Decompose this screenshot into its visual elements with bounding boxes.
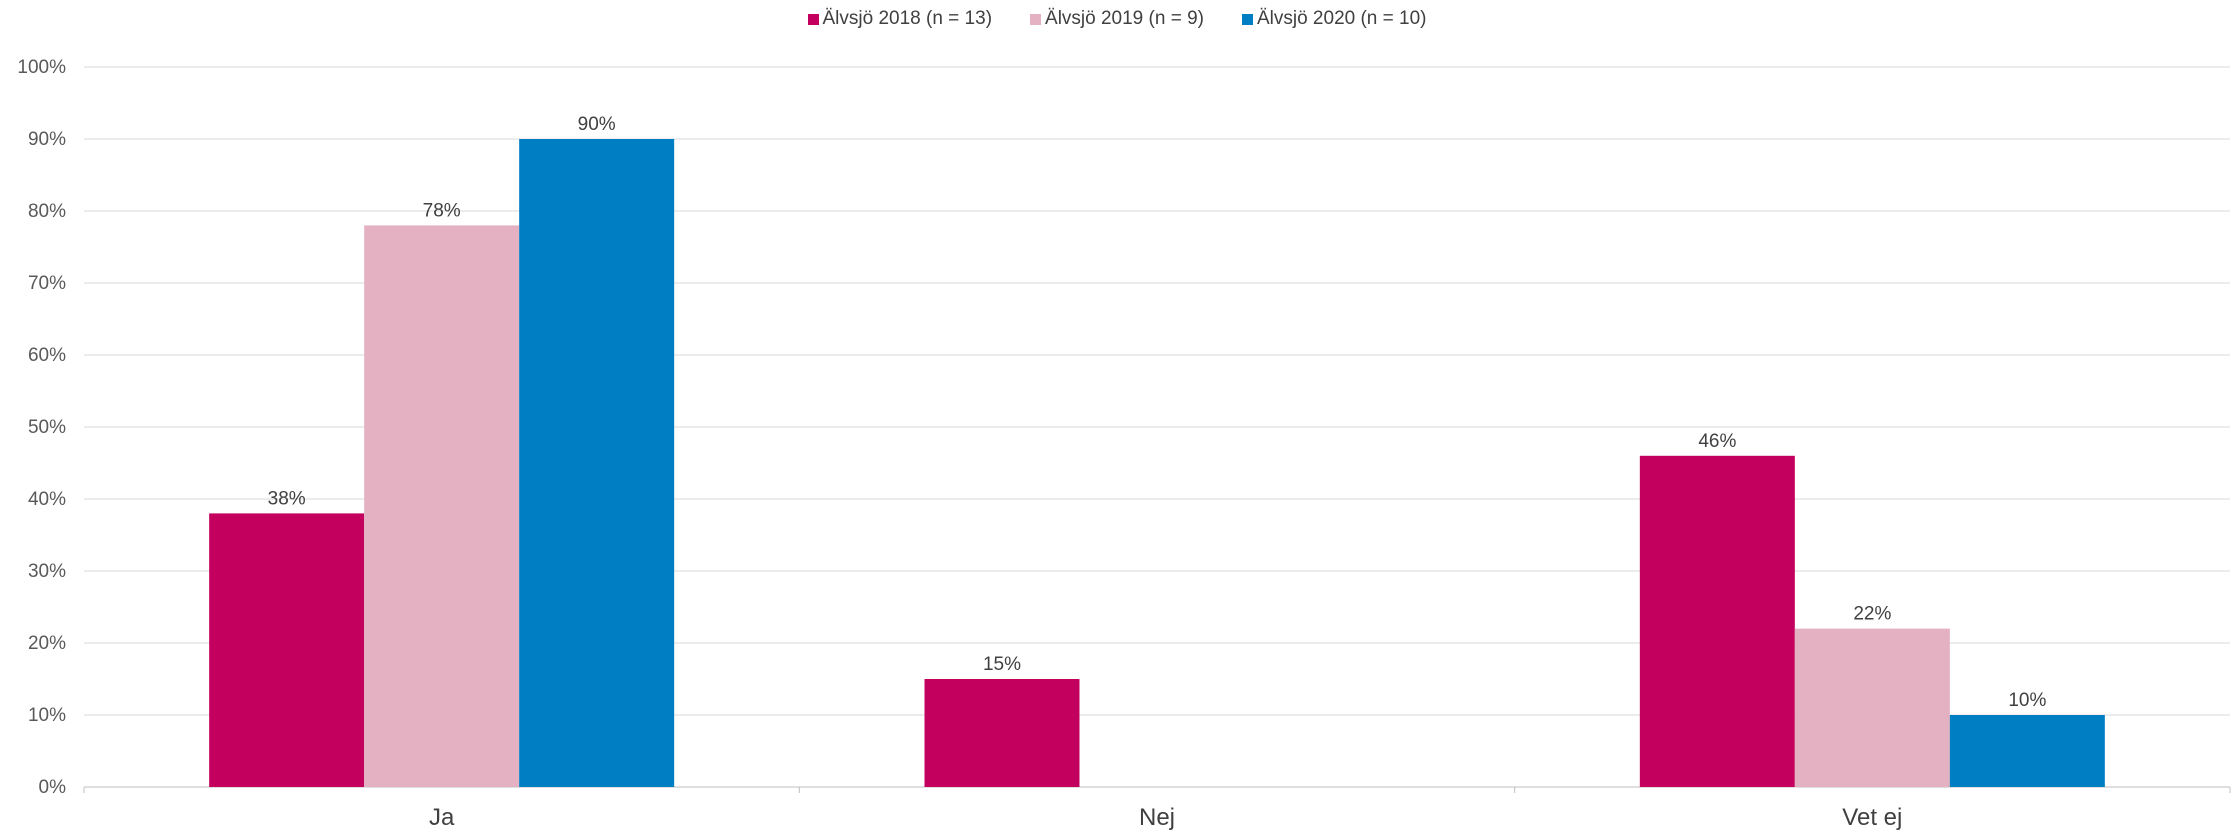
- y-tick-label: 60%: [28, 345, 66, 366]
- y-tick-label: 80%: [28, 201, 66, 222]
- bar: [364, 225, 520, 787]
- legend-label-2020: Älvsjö 2020 (n = 10): [1256, 8, 1427, 29]
- bar: [1949, 715, 2105, 787]
- y-tick-label: 30%: [28, 561, 66, 582]
- y-tick-label: 90%: [28, 129, 66, 150]
- legend-swatch-2018: [807, 13, 819, 25]
- bar: [924, 679, 1080, 787]
- data-label: 46%: [1698, 431, 1736, 452]
- x-category-label: Nej: [1139, 804, 1175, 831]
- legend-label-2019: Älvsjö 2019 (n = 9): [1045, 8, 1204, 29]
- data-label: 15%: [983, 654, 1021, 675]
- x-category-label: Vet ej: [1842, 804, 1902, 831]
- data-label: 90%: [578, 114, 616, 135]
- bar: [1794, 628, 1950, 787]
- bar: [519, 139, 675, 787]
- legend-item-2018: Älvsjö 2018 (n = 13): [807, 8, 993, 30]
- data-label: 10%: [2008, 690, 2046, 711]
- data-label: 38%: [268, 488, 306, 509]
- data-label: 22%: [1853, 604, 1891, 625]
- y-tick-label: 10%: [28, 705, 66, 726]
- legend-label-2018: Älvsjö 2018 (n = 13): [822, 8, 993, 29]
- legend-item-2019: Älvsjö 2019 (n = 9): [1030, 8, 1204, 30]
- y-tick-label: 20%: [28, 633, 66, 654]
- data-label: 78%: [423, 200, 461, 221]
- legend-swatch-2020: [1241, 13, 1253, 25]
- x-category-label: Ja: [429, 804, 455, 831]
- bar: [209, 513, 365, 787]
- y-tick-label: 50%: [28, 417, 66, 438]
- legend-swatch-2019: [1030, 13, 1042, 25]
- chart-legend: Älvsjö 2018 (n = 13) Älvsjö 2019 (n = 9)…: [0, 8, 2234, 30]
- y-tick-label: 40%: [28, 489, 66, 510]
- y-tick-label: 100%: [17, 57, 66, 78]
- y-tick-label: 70%: [28, 273, 66, 294]
- y-tick-label: 0%: [39, 777, 67, 798]
- bar: [1639, 455, 1795, 787]
- legend-item-2020: Älvsjö 2020 (n = 10): [1241, 8, 1427, 30]
